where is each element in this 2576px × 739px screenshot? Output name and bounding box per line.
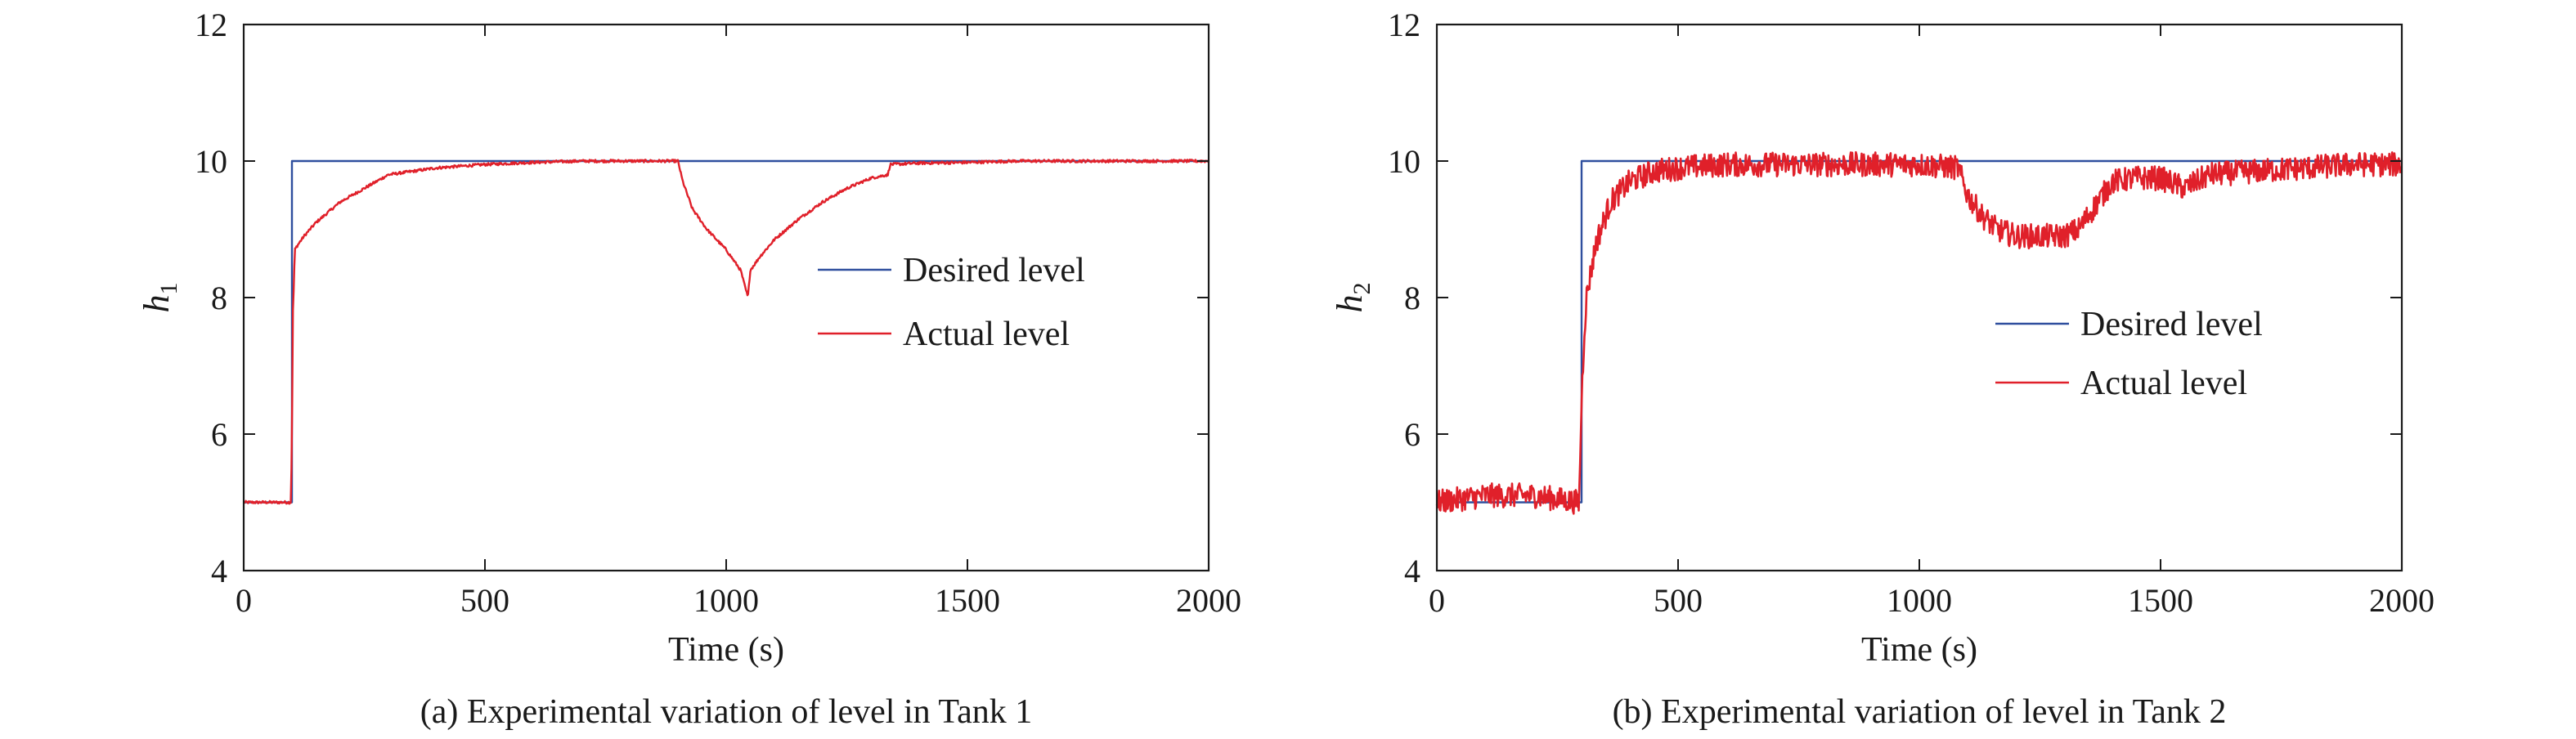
y-axis-label-subscript: 2 — [1349, 283, 1376, 295]
series-line-actual-level — [243, 159, 1209, 505]
y-tick-label: 8 — [211, 280, 227, 316]
y-tick-label: 4 — [211, 553, 227, 589]
x-tick-label: 1500 — [2128, 582, 2193, 619]
figure-caption: (b) Experimental variation of level in T… — [1613, 693, 2227, 731]
y-tick-label: 6 — [1404, 416, 1420, 453]
y-tick-label: 8 — [1404, 280, 1420, 316]
y-tick-label: 10 — [1388, 143, 1420, 180]
y-axis-label-subscript: 1 — [155, 283, 182, 295]
legend-label: Desired level — [903, 252, 1085, 289]
chart-panel-tank-2: 0 500 1000 1500 2000 4 6 8 10 12 Time (s) h2 (b) Exp… — [1330, 7, 2435, 731]
series-line-desired-level — [1437, 159, 2402, 504]
y-axis-label-main: h — [137, 295, 177, 313]
series-line-actual-level — [1435, 150, 2403, 515]
x-tick-label: 1000 — [1887, 582, 1952, 619]
legend-label: Desired level — [2080, 306, 2263, 343]
x-axis-label: Time (s) — [668, 631, 784, 669]
legend-label: Actual level — [903, 316, 1070, 353]
chart-panel-tank-1: 0 500 1000 1500 2000 4 6 8 10 12 Time (s) h1 (a) Exp… — [137, 7, 1241, 731]
legend: Desired level Actual level — [818, 252, 1085, 353]
x-axis-label: Time (s) — [1861, 631, 1977, 669]
x-tick-label: 0 — [236, 582, 252, 619]
x-tick-label: 500 — [460, 582, 509, 619]
x-tick-label: 1500 — [935, 582, 1000, 619]
plot-frame — [242, 23, 1210, 572]
y-axis-label-main: h — [1330, 295, 1370, 313]
figure-caption: (a) Experimental variation of level in T… — [420, 693, 1033, 731]
x-tick-label: 1000 — [693, 582, 759, 619]
legend-label: Actual level — [2080, 365, 2247, 402]
y-tick-label: 12 — [195, 7, 227, 43]
x-tick-label: 0 — [1429, 582, 1445, 619]
y-axis-label: h1 — [137, 283, 182, 313]
y-axis-label: h2 — [1330, 283, 1376, 313]
y-tick-label: 6 — [211, 416, 227, 453]
y-tick-label: 12 — [1388, 7, 1420, 43]
x-tick-label: 500 — [1654, 582, 1703, 619]
x-tick-label: 2000 — [1176, 582, 1241, 619]
y-tick-label: 10 — [195, 143, 227, 180]
legend: Desired level Actual level — [1995, 306, 2263, 402]
x-tick-label: 2000 — [2369, 582, 2435, 619]
y-tick-label: 4 — [1404, 553, 1420, 589]
